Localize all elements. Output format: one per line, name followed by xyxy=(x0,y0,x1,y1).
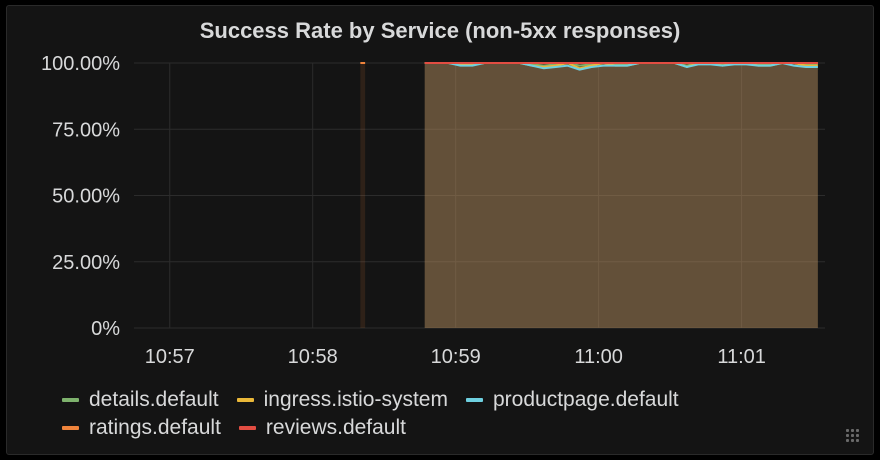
y-axis: 0% 25.00% 50.00% 75.00% 100.00% xyxy=(41,53,120,340)
series-area-reviews-default xyxy=(424,63,818,328)
x-tick-label: 11:01 xyxy=(717,346,766,368)
y-tick-label: 100.00% xyxy=(41,53,120,75)
legend-label: ratings.default xyxy=(89,416,221,439)
legend-label: productpage.default xyxy=(492,388,679,411)
legend-swatch xyxy=(62,426,79,430)
legend-item[interactable]: ingress.istio-system xyxy=(236,386,448,414)
panel-resize-handle[interactable] xyxy=(845,428,861,444)
legend-swatch xyxy=(236,398,254,402)
chart-plot-area: 0%25.00%50.00%75.00%100.00% 10:57 10:58 10… xyxy=(41,53,825,368)
x-tick-label: 10:58 xyxy=(288,346,338,368)
y-tick-label: 0% xyxy=(91,318,120,340)
legend-item[interactable]: details.default xyxy=(62,386,219,414)
legend-swatch xyxy=(62,398,79,402)
legend-item[interactable]: productpage.default xyxy=(465,386,679,414)
chart-legend: details.default ingress.istio-system produ… xyxy=(62,386,822,442)
legend-swatch xyxy=(238,426,256,430)
legend-label: ingress.istio-system xyxy=(263,388,448,411)
series-area-details-default xyxy=(424,63,818,328)
chart-grid xyxy=(134,62,825,329)
legend-item[interactable]: ratings.default xyxy=(62,414,221,442)
series-area-ratings-default xyxy=(424,63,818,328)
legend-item[interactable]: reviews.default xyxy=(238,414,406,442)
y-tick-label: 25.00% xyxy=(52,252,120,274)
legend-label: details.default xyxy=(89,388,219,411)
chart-series-lines xyxy=(360,62,818,71)
y-tick-label: 75.00% xyxy=(52,119,120,141)
series-area-ingress-istio-system xyxy=(424,63,818,328)
x-axis: 10:57 10:58 10:59 11:00 11:01 xyxy=(145,346,766,368)
legend-label: reviews.default xyxy=(265,416,406,439)
x-tick-label: 11:00 xyxy=(574,346,623,368)
series-area-productpage-default xyxy=(424,63,818,328)
x-tick-label: 10:59 xyxy=(431,346,481,368)
panel-title[interactable]: Success Rate by Service (non-5xx respons… xyxy=(199,18,681,43)
legend-swatch xyxy=(465,398,483,402)
graph-panel: Success Rate by Service (non-5xx respons… xyxy=(6,5,874,455)
y-tick-label: 50.00% xyxy=(52,186,120,208)
series-area-ratings-default xyxy=(360,63,366,328)
x-tick-label: 10:57 xyxy=(145,346,195,368)
chart-area-fills xyxy=(360,63,818,328)
